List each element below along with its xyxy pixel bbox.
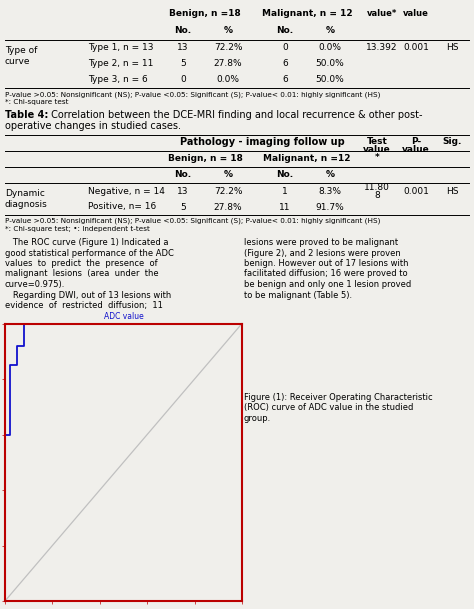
Text: 0.001: 0.001: [403, 186, 429, 195]
Text: good statistical performance of the ADC: good statistical performance of the ADC: [5, 248, 174, 258]
Text: be benign and only one 1 lesion proved: be benign and only one 1 lesion proved: [244, 280, 411, 289]
Text: Malignant, n = 12: Malignant, n = 12: [262, 9, 352, 18]
Text: value: value: [403, 9, 429, 18]
Text: P-value >0.05: Nonsignificant (NS); P-value <0.05: Significant (S); P-value< 0.0: P-value >0.05: Nonsignificant (NS); P-va…: [5, 218, 380, 225]
Text: (ROC) curve of ADC value in the studied: (ROC) curve of ADC value in the studied: [244, 403, 413, 412]
Text: 72.2%: 72.2%: [214, 43, 242, 52]
Text: Dynamic
diagnosis: Dynamic diagnosis: [5, 189, 48, 209]
Text: curve=0.975).: curve=0.975).: [5, 280, 65, 289]
Text: 0: 0: [282, 43, 288, 52]
Text: Sig.: Sig.: [442, 137, 462, 146]
Text: P-: P-: [411, 137, 421, 146]
Text: 13.392: 13.392: [366, 43, 398, 52]
Text: value: value: [402, 145, 430, 154]
Text: 13: 13: [177, 43, 189, 52]
Text: 8: 8: [374, 191, 380, 200]
Text: Type of
curve: Type of curve: [5, 46, 37, 66]
Text: Negative, n = 14: Negative, n = 14: [88, 186, 165, 195]
Text: 5: 5: [180, 60, 186, 68]
Text: Type 1, n = 13: Type 1, n = 13: [88, 43, 154, 52]
Text: evidence  of  restricted  diffusion;  11: evidence of restricted diffusion; 11: [5, 301, 163, 310]
Text: value: value: [363, 145, 391, 154]
Text: %: %: [224, 170, 233, 179]
Text: No.: No.: [174, 170, 191, 179]
Text: The ROC curve (Figure 1) Indicated a: The ROC curve (Figure 1) Indicated a: [5, 238, 168, 247]
Text: %: %: [326, 170, 335, 179]
Text: 50.0%: 50.0%: [316, 60, 345, 68]
Text: 5: 5: [180, 203, 186, 211]
Text: Figure (1): Receiver Operating Characteristic: Figure (1): Receiver Operating Character…: [244, 393, 433, 402]
Text: Test: Test: [366, 137, 387, 146]
Text: lesions were proved to be malignant: lesions were proved to be malignant: [244, 238, 398, 247]
Text: P-value >0.05: Nonsignificant (NS); P-value <0.05: Significant (S); P-value< 0.0: P-value >0.05: Nonsignificant (NS); P-va…: [5, 91, 380, 97]
Text: facilitated diffusion; 16 were proved to: facilitated diffusion; 16 were proved to: [244, 270, 408, 278]
Text: 27.8%: 27.8%: [214, 203, 242, 211]
Text: operative changes in studied cases.: operative changes in studied cases.: [5, 121, 181, 131]
Text: %: %: [224, 26, 233, 35]
Text: Benign, n = 18: Benign, n = 18: [168, 154, 242, 163]
Text: HS: HS: [446, 43, 458, 52]
Text: %: %: [326, 26, 335, 35]
Text: 1: 1: [282, 186, 288, 195]
Text: Correlation between the DCE-MRI finding and local recurrence & other post-: Correlation between the DCE-MRI finding …: [48, 110, 422, 120]
Text: 0.001: 0.001: [403, 43, 429, 52]
Text: malignant  lesions  (area  under  the: malignant lesions (area under the: [5, 270, 159, 278]
Text: No.: No.: [276, 170, 293, 179]
Text: value*: value*: [367, 9, 397, 18]
Text: 27.8%: 27.8%: [214, 60, 242, 68]
Text: 0.0%: 0.0%: [217, 76, 239, 85]
Text: Regarding DWI, out of 13 lesions with: Regarding DWI, out of 13 lesions with: [5, 290, 171, 300]
Text: Type 2, n = 11: Type 2, n = 11: [88, 60, 154, 68]
Text: 50.0%: 50.0%: [316, 76, 345, 85]
Text: (Figure 2), and 2 lesions were proven: (Figure 2), and 2 lesions were proven: [244, 248, 401, 258]
Text: Benign, n =18: Benign, n =18: [169, 9, 241, 18]
Text: values  to  predict  the  presence  of: values to predict the presence of: [5, 259, 158, 268]
Text: group.: group.: [244, 414, 271, 423]
Title: ADC value: ADC value: [104, 312, 143, 322]
Text: *: *: [374, 153, 379, 162]
Text: Pathology - imaging follow up: Pathology - imaging follow up: [180, 137, 345, 147]
Text: 11.80: 11.80: [364, 183, 390, 192]
Text: 0.0%: 0.0%: [319, 43, 341, 52]
Text: 13: 13: [177, 186, 189, 195]
Text: Positive, n= 16: Positive, n= 16: [88, 203, 156, 211]
Text: Type 3, n = 6: Type 3, n = 6: [88, 76, 148, 85]
Text: 72.2%: 72.2%: [214, 186, 242, 195]
Text: 6: 6: [282, 76, 288, 85]
Text: HS: HS: [446, 186, 458, 195]
Text: 91.7%: 91.7%: [316, 203, 345, 211]
Text: 6: 6: [282, 60, 288, 68]
Text: *: Chi-square test: *: Chi-square test: [5, 99, 69, 105]
Text: *: Chi-square test; •: Independent t-test: *: Chi-square test; •: Independent t-tes…: [5, 226, 150, 232]
Text: No.: No.: [174, 26, 191, 35]
Text: 11: 11: [279, 203, 291, 211]
Text: Malignant, n =12: Malignant, n =12: [263, 154, 351, 163]
Text: 0: 0: [180, 76, 186, 85]
Text: Table 4:: Table 4:: [5, 110, 48, 120]
Text: to be malignant (Table 5).: to be malignant (Table 5).: [244, 290, 352, 300]
Text: 8.3%: 8.3%: [319, 186, 341, 195]
Text: No.: No.: [276, 26, 293, 35]
Text: benign. However out of 17 lesions with: benign. However out of 17 lesions with: [244, 259, 409, 268]
